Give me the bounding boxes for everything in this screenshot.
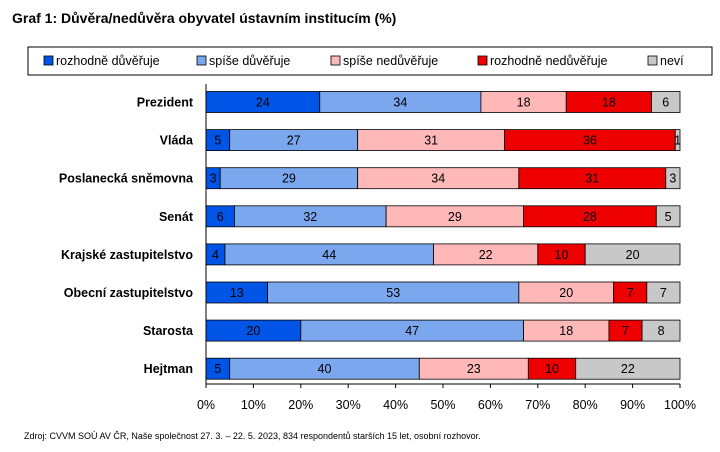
bar-segment-poslanecka-snemovna-nevi bbox=[665, 167, 681, 190]
data-label-vlada-rozhodne-neduveruje: 36 bbox=[583, 134, 597, 148]
data-label-krajske-zastupitelstvo-nevi: 20 bbox=[626, 248, 640, 262]
data-label-hejtman-spise-duveruje: 40 bbox=[318, 362, 332, 376]
data-label-prezident-spise-duveruje: 34 bbox=[393, 96, 407, 110]
data-label-prezident-nevi: 6 bbox=[662, 96, 669, 110]
data-label-krajske-zastupitelstvo-rozhodne-duveruje: 4 bbox=[212, 248, 219, 262]
category-label-poslanecka-snemovna: Poslanecká sněmovna bbox=[59, 172, 194, 186]
data-label-obecni-zastupitelstvo-spise-neduveruje: 20 bbox=[559, 286, 573, 300]
x-tick-label: 10% bbox=[241, 398, 266, 412]
data-label-senat-rozhodne-duveruje: 6 bbox=[217, 210, 224, 224]
data-label-poslanecka-snemovna-rozhodne-duveruje: 3 bbox=[210, 172, 217, 186]
bar-segment-hejtman-nevi bbox=[575, 357, 681, 380]
bar-segment-obecni-zastupitelstvo-nevi bbox=[646, 281, 681, 304]
source-note: Zdroj: CVVM SOÚ AV ČR, Naše společnost 2… bbox=[24, 431, 481, 441]
legend-swatch-spise-neduveruje bbox=[330, 55, 341, 66]
category-label-hejtman: Hejtman bbox=[144, 362, 193, 376]
legend-label-nevi: neví bbox=[660, 54, 684, 68]
x-axis: 0% 10% 20% 30% 40% 50% 60% 70% 80% 90% 100% bbox=[197, 84, 696, 412]
category-label-krajske-zastupitelstvo: Krajské zastupitelstvo bbox=[61, 248, 193, 262]
data-label-poslanecka-snemovna-rozhodne-neduveruje: 31 bbox=[585, 172, 599, 186]
legend-label-rozhodne-neduveruje: rozhodně nedůvěřuje bbox=[490, 54, 607, 68]
data-label-krajske-zastupitelstvo-rozhodne-neduveruje: 10 bbox=[555, 248, 569, 262]
data-label-starosta-nevi: 8 bbox=[658, 324, 665, 338]
data-label-krajske-zastupitelstvo-spise-duveruje: 44 bbox=[322, 248, 336, 262]
x-tick-label: 60% bbox=[478, 398, 503, 412]
data-label-hejtman-rozhodne-duveruje: 5 bbox=[214, 362, 221, 376]
data-label-vlada-nevi: 1 bbox=[674, 134, 681, 148]
legend-swatch-spise-duveruje bbox=[196, 55, 207, 66]
chart-title: Graf 1: Důvěra/nedůvěra obyvatel ústavní… bbox=[12, 10, 397, 26]
bar-segment-vlada-nevi bbox=[674, 129, 681, 152]
legend-swatch-rozhodne-duveruje bbox=[43, 55, 54, 66]
bar-segment-senat-nevi bbox=[655, 205, 681, 228]
category-label-starosta: Starosta bbox=[143, 324, 194, 338]
data-label-obecni-zastupitelstvo-rozhodne-neduveruje: 7 bbox=[627, 286, 634, 300]
data-label-krajske-zastupitelstvo-spise-neduveruje: 22 bbox=[479, 248, 493, 262]
data-label-prezident-rozhodne-duveruje: 24 bbox=[256, 96, 270, 110]
bar-segment-starosta-nevi bbox=[641, 319, 681, 342]
data-label-hejtman-rozhodne-neduveruje: 10 bbox=[545, 362, 559, 376]
x-tick-label: 20% bbox=[288, 398, 313, 412]
data-label-obecni-zastupitelstvo-spise-duveruje: 53 bbox=[386, 286, 400, 300]
category-label-prezident: Prezident bbox=[137, 96, 194, 110]
category-label-vlada: Vláda bbox=[160, 134, 194, 148]
data-label-poslanecka-snemovna-spise-duveruje: 29 bbox=[282, 172, 296, 186]
x-tick-label: 100% bbox=[664, 398, 696, 412]
data-label-prezident-spise-neduveruje: 18 bbox=[517, 96, 531, 110]
data-label-senat-rozhodne-neduveruje: 28 bbox=[583, 210, 597, 224]
data-label-hejtman-nevi: 22 bbox=[621, 362, 635, 376]
data-label-hejtman-spise-neduveruje: 23 bbox=[467, 362, 481, 376]
data-label-vlada-spise-neduveruje: 31 bbox=[424, 134, 438, 148]
data-label-obecni-zastupitelstvo-nevi: 7 bbox=[660, 286, 667, 300]
bar-segment-krajske-zastupitelstvo-nevi bbox=[584, 243, 681, 266]
x-tick-label: 50% bbox=[430, 398, 455, 412]
data-label-starosta-spise-neduveruje: 18 bbox=[559, 324, 573, 338]
data-label-starosta-rozhodne-neduveruje: 7 bbox=[622, 324, 629, 338]
legend-label-spise-duveruje: spíše důvěřuje bbox=[209, 54, 290, 68]
data-label-starosta-rozhodne-duveruje: 20 bbox=[246, 324, 260, 338]
data-label-senat-spise-duveruje: 32 bbox=[303, 210, 317, 224]
data-label-obecni-zastupitelstvo-rozhodne-duveruje: 13 bbox=[230, 286, 244, 300]
category-label-senat: Senát bbox=[159, 210, 194, 224]
legend-label-spise-neduveruje: spíše nedůvěřuje bbox=[343, 54, 438, 68]
data-label-vlada-rozhodne-duveruje: 5 bbox=[214, 134, 221, 148]
bar-segment-prezident-nevi bbox=[651, 91, 681, 113]
x-tick-label: 90% bbox=[620, 398, 645, 412]
data-label-poslanecka-snemovna-nevi: 3 bbox=[669, 172, 676, 186]
data-label-senat-spise-neduveruje: 29 bbox=[448, 210, 462, 224]
data-label-senat-nevi: 5 bbox=[665, 210, 672, 224]
legend-box bbox=[27, 46, 713, 76]
x-tick-label: 40% bbox=[383, 398, 408, 412]
legend-swatch-nevi bbox=[647, 55, 658, 66]
x-tick-label: 30% bbox=[336, 398, 361, 412]
x-tick-label: 80% bbox=[573, 398, 598, 412]
x-tick-label: 70% bbox=[525, 398, 550, 412]
legend: rozhodně důvěřuje spíše důvěřuje spíše ned… bbox=[27, 46, 713, 76]
x-tick-label: 0% bbox=[197, 398, 215, 412]
legend-swatch-rozhodne-neduveruje bbox=[477, 55, 488, 66]
category-label-obecni-zastupitelstvo: Obecní zastupitelstvo bbox=[64, 286, 194, 300]
legend-label-rozhodne-duveruje: rozhodně důvěřuje bbox=[56, 54, 160, 68]
data-label-vlada-spise-duveruje: 27 bbox=[287, 134, 301, 148]
data-label-poslanecka-snemovna-spise-neduveruje: 34 bbox=[431, 172, 445, 186]
data-label-starosta-spise-duveruje: 47 bbox=[405, 324, 419, 338]
data-label-prezident-rozhodne-neduveruje: 18 bbox=[602, 96, 616, 110]
